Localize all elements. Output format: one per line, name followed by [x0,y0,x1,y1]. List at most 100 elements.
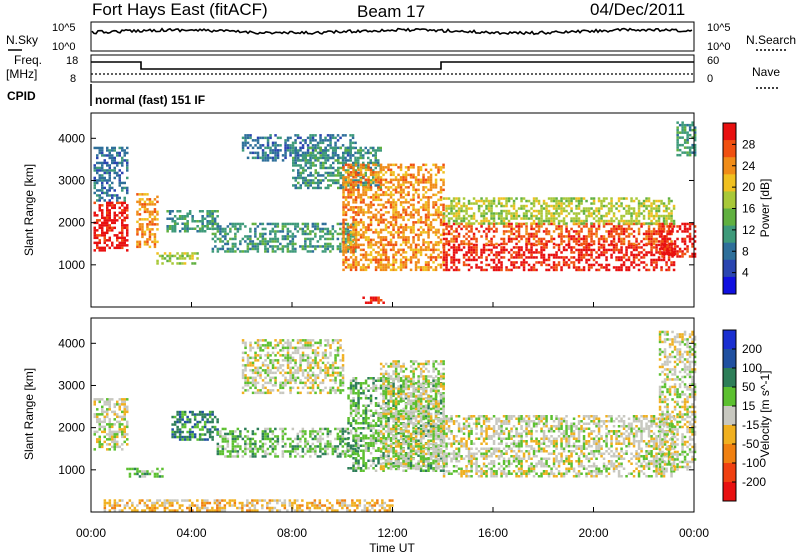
velocity-cell [118,445,121,449]
power-cell [389,201,393,204]
power-cell [244,250,247,253]
velocity-cell [106,443,109,446]
power-cell [359,146,362,150]
power-cell [389,178,393,182]
power-cell [136,220,139,224]
power-cell [502,204,506,208]
velocity-cell [264,455,267,458]
velocity-cell [116,433,119,436]
power-cell [404,193,408,197]
power-cell [367,156,370,160]
velocity-cell [121,400,124,404]
power-cell [666,237,669,241]
velocity-cell [246,442,250,446]
power-cell [211,215,214,218]
power-cell [417,188,420,192]
power-cell [652,253,656,257]
power-cell [193,252,197,255]
power-cell [294,227,297,231]
power-cell [600,237,603,241]
power-cell [655,246,658,249]
power-cell [324,237,327,241]
power-cell [477,204,481,208]
power-cell [331,136,335,140]
power-cell [93,226,96,230]
power-cell [542,261,546,264]
velocity-cell [208,435,212,439]
power-cell [126,239,129,242]
velocity-cell [336,427,340,431]
power-cell [324,227,327,231]
power-cell [344,251,348,254]
power-cell [399,203,403,207]
power-cell [602,199,606,203]
power-cell [311,237,315,241]
power-cell [627,225,631,228]
power-cell [146,225,149,229]
power-cell [417,228,420,232]
power-cell [113,156,116,160]
power-cell [274,235,277,238]
velocity-cell [251,452,255,456]
power-cell [384,238,388,242]
power-cell [111,181,114,185]
power-cell [324,154,327,157]
power-cell [540,225,543,228]
power-cell [652,258,656,262]
power-cell [497,258,501,262]
power-cell [377,231,380,234]
velocity-cell [221,435,225,438]
power-cell [515,217,518,220]
power-cell [379,299,383,302]
power-cell [585,209,588,213]
power-cell [642,202,646,205]
velocity-cell [324,427,327,431]
power-cell [477,209,481,213]
power-cell [429,181,433,184]
power-cell [470,253,473,257]
velocity-cell [226,432,230,436]
velocity-cell [224,437,227,441]
velocity-cell [208,410,212,414]
velocity-cell [291,445,295,448]
power-cell [472,256,476,259]
power-cell [309,151,312,155]
power-cell [505,217,508,220]
velocity-cell [206,420,209,424]
power-cell [304,232,307,236]
power-cell [657,207,661,210]
power-cell [424,221,428,224]
power-cell [314,225,317,228]
power-cell [409,248,413,252]
power-cell [354,263,358,267]
power-cell [480,251,483,254]
power-cell [667,227,671,231]
power-cell [562,258,566,262]
power-cell [299,245,302,248]
power-cell [136,245,139,249]
velocity-cell [254,432,257,436]
power-cell [219,225,222,228]
power-cell [101,229,104,232]
power-cell [490,258,493,262]
power-cell [660,251,663,254]
power-cell [156,200,159,204]
power-cell [515,214,518,218]
power-cell [555,197,558,200]
velocity-cell [96,430,99,434]
power-cell [221,240,225,243]
power-cell [357,159,360,162]
power-cell [512,207,516,210]
velocity-cell [93,433,96,436]
power-cell [632,199,636,203]
power-cell [382,268,385,272]
power-cell [597,219,601,223]
power-cell [505,199,508,203]
power-cell [101,179,104,182]
velocity-cell [261,432,265,436]
velocity-cell [181,423,184,426]
power-cell [168,217,172,220]
power-cell [339,242,342,246]
power-cell [369,246,373,249]
velocity-cell [221,445,225,448]
